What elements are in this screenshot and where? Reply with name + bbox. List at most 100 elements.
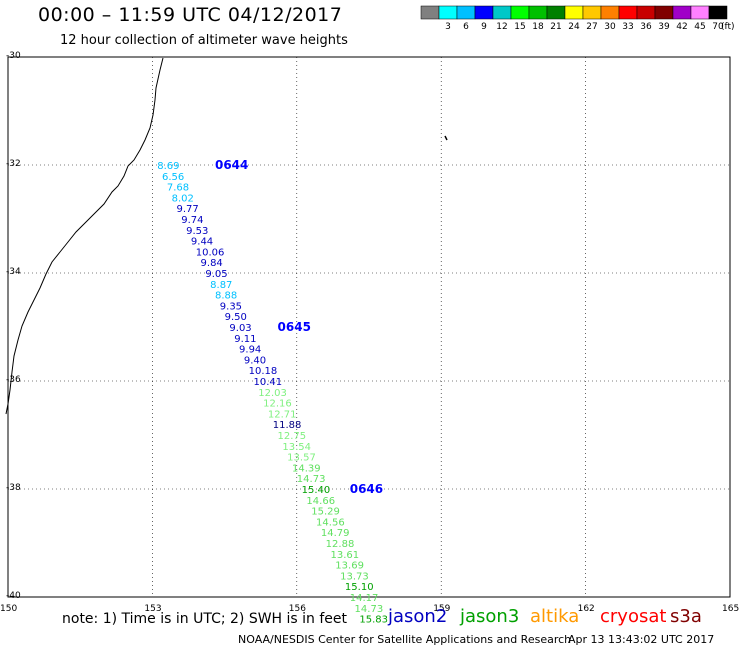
- legend-label: 24: [568, 22, 580, 32]
- legend-swatch: [582, 5, 602, 20]
- legend-label: 18: [532, 22, 544, 32]
- wave-height-value: 14.39: [292, 463, 321, 474]
- wave-height-value: 13.54: [282, 442, 311, 453]
- wave-height-value: 8.69: [157, 161, 179, 172]
- wave-height-value: 12.88: [326, 539, 355, 550]
- lat-label: -38: [6, 483, 21, 493]
- graticule: [7, 56, 731, 598]
- legend-swatch: [528, 5, 548, 20]
- wave-height-value: 12.71: [268, 409, 297, 420]
- wave-height-value: 9.35: [220, 301, 242, 312]
- wave-height-value: 12.03: [258, 388, 287, 399]
- legend-label: 30: [604, 22, 616, 32]
- lon-label: 156: [288, 604, 306, 614]
- wave-height-value: 12.16: [263, 399, 292, 410]
- legend-swatch: [420, 5, 440, 20]
- legend-swatch: [564, 5, 584, 20]
- lat-label: -34: [6, 267, 21, 277]
- pass-time-label: 0645: [278, 320, 311, 334]
- coastline: [5, 57, 164, 415]
- legend-label: 12: [496, 22, 507, 32]
- wave-height-value: 10.41: [253, 377, 282, 388]
- wave-height-value: 14.56: [316, 517, 345, 528]
- wave-height-value: 9.84: [201, 258, 223, 269]
- wave-height-value: 12.75: [278, 431, 307, 442]
- legend-swatch: [690, 5, 710, 20]
- wave-height-value: 10.06: [196, 247, 225, 258]
- legend-swatch: [438, 5, 458, 20]
- map-frame: [7, 56, 731, 598]
- legend-label: 39: [658, 22, 670, 32]
- legend-swatch: [456, 5, 476, 20]
- lon-label: 162: [577, 604, 595, 614]
- wave-height-value: 13.61: [330, 550, 359, 561]
- legend-swatch: [708, 5, 728, 20]
- wave-height-value: 9.94: [239, 345, 261, 356]
- wave-height-value: 9.53: [186, 226, 208, 237]
- satellite-name-s3a: s3a: [670, 606, 702, 627]
- wave-height-value: 9.05: [205, 269, 227, 280]
- wave-height-value: 8.87: [210, 280, 232, 291]
- wave-height-value: 11.88: [273, 420, 302, 431]
- pass-time-label: 0644: [215, 158, 248, 172]
- lat-label: -36: [6, 375, 21, 385]
- legend-swatch: [492, 5, 512, 20]
- page-subtitle: 12 hour collection of altimeter wave hei…: [60, 33, 348, 48]
- wave-height-value: 14.66: [306, 496, 335, 507]
- wave-height-value: 13.69: [335, 561, 364, 572]
- legend-swatch: [546, 5, 566, 20]
- wave-height-value: 8.02: [172, 193, 194, 204]
- page-title: 00:00 – 11:59 UTC 04/12/2017: [38, 4, 343, 26]
- legend-label: 6: [463, 22, 469, 32]
- satellite-name-altika: altika: [530, 606, 580, 627]
- wave-height-value: 6.56: [162, 172, 184, 183]
- wave-height-value: 9.50: [225, 312, 247, 323]
- pass-time-label: 0646: [350, 482, 383, 496]
- wave-height-value: 9.44: [191, 237, 213, 248]
- wave-height-value: 9.77: [176, 204, 198, 215]
- footer-note: note: 1) Time is in UTC; 2) SWH is in fe…: [62, 611, 348, 627]
- legend-swatch: [618, 5, 638, 20]
- legend-label: 70: [712, 22, 724, 32]
- legend-label: 15: [514, 22, 525, 32]
- wave-height-value: 9.11: [234, 334, 256, 345]
- wave-height-value: 9.74: [181, 215, 203, 226]
- legend-label: 9: [481, 22, 487, 32]
- wave-height-value: 13.57: [287, 453, 316, 464]
- wave-height-value: 13.73: [340, 571, 369, 582]
- legend-swatch: [636, 5, 656, 20]
- legend-label: 36: [640, 22, 652, 32]
- satellite-name-cryosat: cryosat: [600, 606, 667, 627]
- legend-colorbar: 3 6 9 12 15 18 21 24 27 30 33 36 39 42 45 70(ft): [420, 5, 735, 32]
- lat-label: -30: [6, 51, 21, 61]
- legend-swatch: [600, 5, 620, 20]
- wave-height-value: 9.03: [229, 323, 251, 334]
- legend-swatch: [672, 5, 692, 20]
- lat-label: -32: [6, 159, 21, 169]
- wave-height-value: 14.79: [321, 528, 350, 539]
- wave-height-value: 10.18: [249, 366, 278, 377]
- lon-label: 153: [144, 604, 162, 614]
- wave-height-value: 15.83: [359, 615, 388, 626]
- lon-label: 159: [433, 604, 451, 614]
- satellite-name-jason3: jason3: [460, 606, 520, 627]
- wave-height-value: 14.17: [350, 593, 379, 604]
- legend-swatch: [510, 5, 530, 20]
- wave-height-value: 7.68: [167, 183, 189, 194]
- legend-label: 27: [586, 22, 597, 32]
- legend-label: 3: [445, 22, 451, 32]
- wave-height-value: 15.29: [311, 507, 340, 518]
- lon-label: 165: [722, 604, 740, 614]
- wave-height-value: 14.73: [297, 474, 326, 485]
- legend-unit: (ft): [721, 22, 735, 32]
- wave-height-value: 15.10: [345, 582, 374, 593]
- wave-height-value: 14.73: [355, 604, 384, 615]
- island-marker: [444, 135, 448, 141]
- generation-timestamp: Apr 13 13:43:02 UTC 2017: [568, 633, 715, 646]
- legend-label: 21: [550, 22, 561, 32]
- credit-line: NOAA/NESDIS Center for Satellite Applica…: [238, 633, 572, 646]
- legend-label: 45: [694, 22, 705, 32]
- legend-label: 33: [622, 22, 633, 32]
- wave-height-value: 9.40: [244, 355, 266, 366]
